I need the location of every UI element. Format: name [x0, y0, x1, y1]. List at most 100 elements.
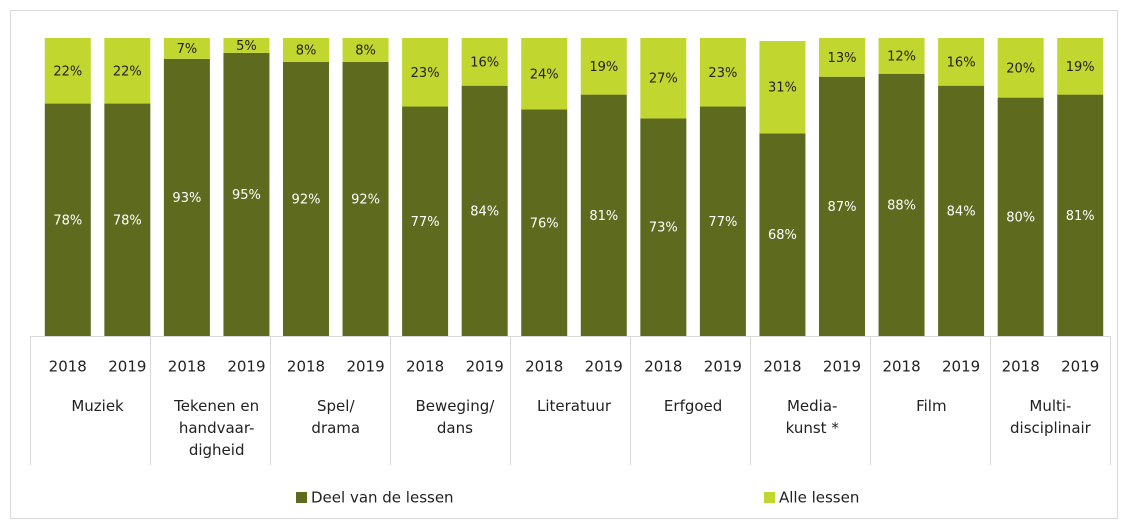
x-tick-label: 2019	[346, 358, 384, 376]
bar-segment	[44, 103, 91, 336]
x-tick-label: 2018	[406, 358, 444, 376]
value-label: 93%	[172, 191, 201, 206]
group-label-line: digheid	[189, 441, 245, 459]
x-tick-label: 2018	[763, 358, 801, 376]
value-label: 78%	[113, 213, 142, 228]
group-label-line: Multi-	[1029, 397, 1071, 415]
value-label: 19%	[589, 60, 618, 75]
bar-segment	[223, 38, 270, 53]
x-tick-label: 2019	[227, 358, 265, 376]
group-label-line: Erfgoed	[664, 397, 722, 415]
bar-segment	[819, 76, 865, 337]
value-label: 22%	[53, 64, 82, 79]
value-label: 76%	[530, 216, 559, 231]
bar-segment	[342, 38, 389, 62]
bar-segment	[878, 38, 925, 74]
value-label: 84%	[470, 204, 499, 219]
bar-segment	[640, 38, 687, 119]
value-label: 68%	[768, 228, 797, 243]
value-label: 88%	[887, 198, 916, 213]
bar-segment	[402, 106, 449, 336]
group-label-line: Beweging/	[415, 397, 495, 415]
value-label: 20%	[1006, 61, 1035, 76]
group-label: Multi-disciplinair	[1010, 397, 1092, 437]
value-label: 77%	[411, 215, 440, 230]
x-tick-label: 2019	[942, 358, 980, 376]
group-label-line: drama	[311, 419, 360, 437]
x-tick-label: 2018	[287, 358, 325, 376]
value-label: 84%	[947, 204, 976, 219]
x-tick-label: 2018	[168, 358, 206, 376]
value-label: 23%	[411, 66, 440, 81]
group-label: Muziek	[71, 397, 124, 415]
value-label: 23%	[708, 66, 737, 81]
value-label: 16%	[947, 55, 976, 70]
group-label-line: Muziek	[71, 397, 124, 415]
bar-segment	[402, 38, 449, 107]
group-label: Film	[916, 397, 946, 415]
value-label: 95%	[232, 188, 261, 203]
bar-segment	[104, 103, 151, 336]
group-label-line: disciplinair	[1010, 419, 1092, 437]
value-label: 92%	[292, 192, 321, 207]
bar-segment	[640, 118, 687, 337]
legend-label: Deel van de lessen	[311, 489, 454, 507]
bar-segment	[461, 85, 508, 337]
legend-swatch	[296, 492, 307, 503]
value-label: 13%	[828, 51, 857, 66]
bar-segment	[521, 109, 568, 337]
bar-segment	[938, 38, 985, 86]
x-tick-label: 2019	[1061, 358, 1099, 376]
group-label: Beweging/dans	[415, 397, 495, 437]
value-label: 80%	[1006, 210, 1035, 225]
x-tick-label: 2019	[704, 358, 742, 376]
legend-swatch	[764, 492, 775, 503]
value-label: 92%	[351, 192, 380, 207]
group-label-line: Film	[916, 397, 946, 415]
bar-segment	[997, 97, 1044, 336]
group-label: Media-kunst *	[786, 397, 840, 437]
value-label: 87%	[828, 200, 857, 215]
group-label: Erfgoed	[664, 397, 722, 415]
value-label: 5%	[236, 39, 257, 54]
x-tick-label: 2019	[466, 358, 504, 376]
group-label-line: dans	[437, 419, 473, 437]
bar-segment	[342, 61, 389, 337]
bar-segment	[1057, 38, 1104, 95]
value-label: 31%	[768, 81, 797, 96]
bar-segment	[878, 73, 925, 336]
bar-segment	[580, 38, 627, 95]
value-label: 81%	[589, 209, 618, 224]
bar-segment	[699, 38, 746, 107]
group-label-line: kunst *	[786, 419, 840, 437]
group-label: Spel/drama	[311, 397, 360, 437]
value-label: 73%	[649, 221, 678, 236]
x-tick-label: 2019	[108, 358, 146, 376]
bar-segment	[759, 40, 806, 134]
value-label: 8%	[355, 43, 376, 58]
bar-segment	[223, 52, 270, 337]
group-label-line: Tekenen en	[173, 397, 259, 415]
group-label-line: Spel/	[317, 397, 355, 415]
bar-segment	[759, 133, 806, 336]
group-label-line: Media-	[787, 397, 837, 415]
value-label: 16%	[470, 55, 499, 70]
value-label: 27%	[649, 72, 678, 87]
value-label: 19%	[1066, 60, 1095, 75]
value-label: 81%	[1066, 209, 1095, 224]
bar-segment	[938, 85, 985, 337]
bar-segment	[521, 38, 568, 110]
value-label: 78%	[53, 213, 82, 228]
x-tick-label: 2018	[49, 358, 87, 376]
legend-label: Alle lessen	[779, 489, 859, 507]
bar-segment	[163, 58, 210, 337]
bar-segment	[1057, 94, 1104, 337]
value-label: 24%	[530, 67, 559, 82]
bar-segment	[163, 38, 210, 59]
x-tick-label: 2018	[644, 358, 682, 376]
x-tick-label: 2018	[882, 358, 920, 376]
group-label: Tekenen en handvaar-digheid	[173, 397, 259, 459]
bar-segment	[104, 38, 151, 104]
group-label: Literatuur	[537, 397, 612, 415]
